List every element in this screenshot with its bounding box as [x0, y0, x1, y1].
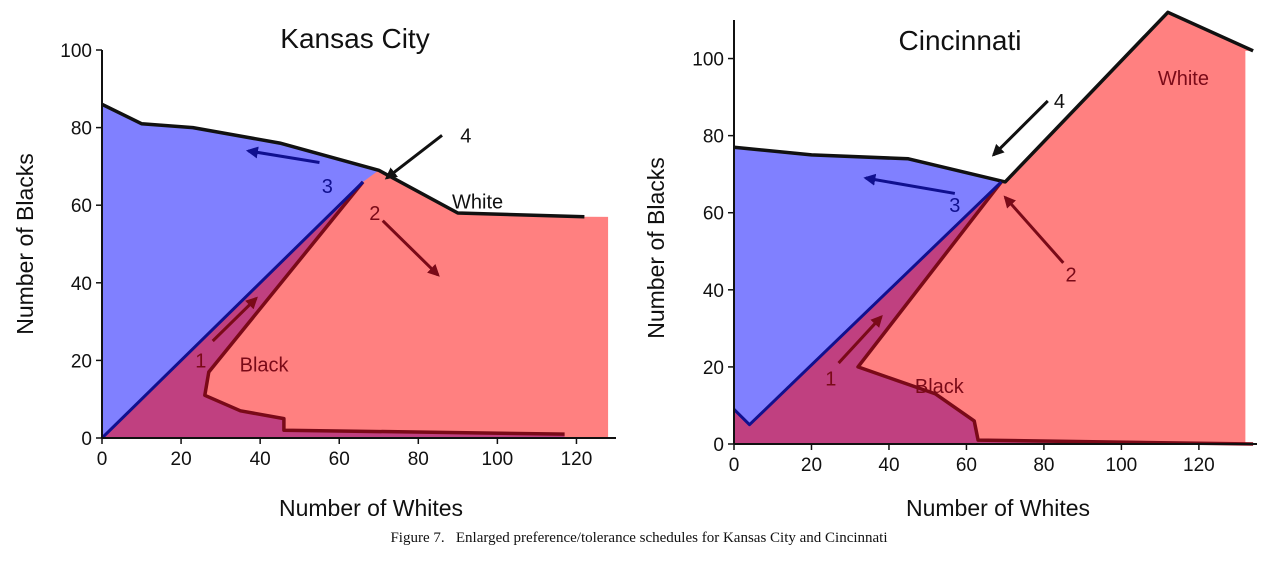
- x-tick-label: 20: [801, 455, 822, 476]
- x-tick-label: 100: [1106, 455, 1138, 476]
- axes: [101, 50, 616, 439]
- x-tick-label: 0: [97, 449, 108, 470]
- y-tick-label: 60: [71, 196, 92, 217]
- arrow-number: 2: [369, 203, 380, 225]
- x-axis-ticks: 0 20 40 60 80 100 120: [97, 438, 593, 470]
- arrow-3: [863, 173, 956, 195]
- y-axis-ticks: 0 20 40 60 80 100: [60, 41, 102, 450]
- axes: [733, 20, 1257, 445]
- x-axis-ticks: 0 20 40 60 80 100 120: [729, 444, 1215, 476]
- boundary-line-blue: [732, 180, 1003, 427]
- region-labels: White Black: [240, 191, 504, 376]
- arrow-2: [1003, 195, 1065, 264]
- x-tick-label: 40: [250, 449, 271, 470]
- arrows: 1 2 3 4: [825, 91, 1076, 391]
- x-tick-label: 60: [329, 449, 350, 470]
- panel-cincinnati: Cincinnati Number of Whites Number of Bl…: [643, 10, 1257, 521]
- x-tick-label: 80: [1033, 455, 1054, 476]
- arrow-number: 3: [322, 176, 333, 198]
- y-axis-label: Number of Blacks: [643, 157, 669, 339]
- region-label-white: White: [452, 191, 503, 213]
- x-tick-label: 80: [408, 449, 429, 470]
- arrow-number: 1: [195, 350, 206, 372]
- series-line-black: [856, 180, 1254, 446]
- series-line-white: [733, 10, 1254, 184]
- region-label-black: Black: [240, 354, 290, 376]
- arrow-number: 1: [825, 368, 836, 390]
- panel-kansas-city: Kansas City Number of Whites Number of B…: [12, 23, 616, 521]
- series-line-white: [101, 102, 585, 219]
- arrow-number: 3: [949, 195, 960, 217]
- arrow-number: 2: [1065, 264, 1076, 286]
- x-axis-label: Number of Whites: [279, 495, 463, 521]
- black-region: [102, 181, 565, 438]
- x-tick-label: 60: [956, 455, 977, 476]
- x-tick-label: 120: [1183, 455, 1215, 476]
- arrow-number: 4: [460, 125, 471, 147]
- region-label-black: Black: [915, 376, 965, 398]
- y-tick-label: 0: [713, 435, 724, 456]
- region-label-white: White: [1158, 68, 1209, 90]
- black-region: [734, 181, 1254, 444]
- series-line-black: [203, 180, 565, 436]
- arrow-4: [384, 134, 443, 180]
- y-tick-label: 0: [81, 429, 92, 450]
- arrow-4: [991, 99, 1049, 157]
- y-axis-ticks: 0 20 40 60 80 100: [692, 50, 734, 456]
- boundary-line-blue: [100, 180, 365, 440]
- arrows: 1 2 3 4: [195, 125, 471, 372]
- x-tick-label: 0: [729, 455, 740, 476]
- y-tick-label: 20: [703, 358, 724, 379]
- arrow-2: [381, 219, 440, 277]
- arrow-1: [837, 315, 883, 365]
- y-tick-label: 100: [692, 50, 724, 71]
- y-tick-label: 80: [703, 127, 724, 148]
- y-tick-label: 40: [703, 281, 724, 302]
- region-labels: White Black: [915, 68, 1209, 398]
- chart-title: Cincinnati: [899, 25, 1022, 56]
- blue-region: [734, 147, 1006, 425]
- y-tick-label: 20: [71, 351, 92, 372]
- y-tick-label: 40: [71, 274, 92, 295]
- y-tick-label: 100: [60, 41, 92, 62]
- x-axis-label: Number of Whites: [906, 495, 1090, 521]
- y-tick-label: 60: [703, 204, 724, 225]
- y-tick-label: 80: [71, 119, 92, 140]
- chart-title: Kansas City: [280, 23, 429, 54]
- x-tick-label: 20: [171, 449, 192, 470]
- y-axis-label: Number of Blacks: [12, 153, 38, 335]
- x-tick-label: 40: [878, 455, 899, 476]
- x-tick-label: 100: [482, 449, 514, 470]
- arrow-number: 4: [1054, 91, 1065, 113]
- arrow-1: [211, 296, 258, 343]
- x-tick-label: 120: [561, 449, 593, 470]
- plot-area: [100, 102, 609, 440]
- blue-region: [102, 104, 379, 439]
- arrow-3: [245, 146, 320, 165]
- figure-caption: Figure 7. Enlarged preference/tolerance …: [390, 530, 888, 546]
